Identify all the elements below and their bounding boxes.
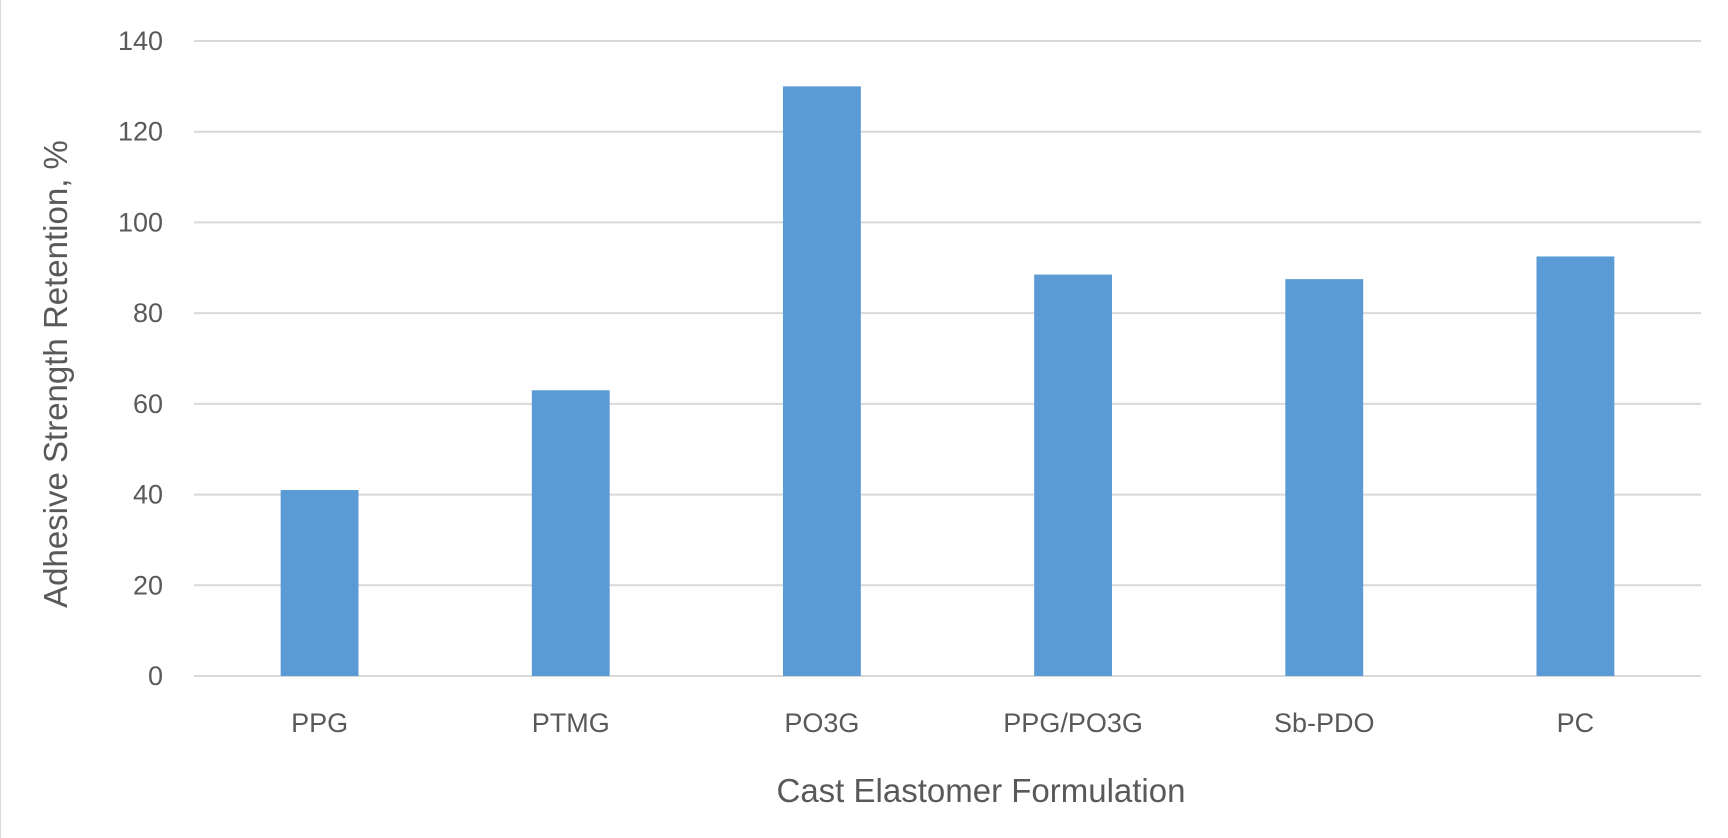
y-tick-label: 80 <box>133 298 163 328</box>
x-category-label: PPG/PO3G <box>1003 708 1143 738</box>
gridlines <box>194 40 1701 677</box>
y-tick-label: 20 <box>133 570 163 600</box>
x-axis-title: Cast Elastomer Formulation <box>777 772 1186 809</box>
bars <box>280 86 1615 677</box>
bar-sb-pdo <box>1285 279 1364 676</box>
y-axis-title: Adhesive Strength Retention, % <box>37 140 74 608</box>
y-tick-label: 60 <box>133 389 163 419</box>
y-tick-label: 40 <box>133 480 163 510</box>
bar-pc <box>1536 256 1615 676</box>
x-category-label: PC <box>1557 708 1595 738</box>
y-tick-label: 100 <box>118 207 163 237</box>
bar-ptmg <box>531 390 610 676</box>
bar-ppg-po3g <box>1034 274 1113 676</box>
y-tick-label: 120 <box>118 117 163 147</box>
y-tick-labels: 0 20 40 60 80 100 120 140 <box>118 26 163 691</box>
x-category-label: PTMG <box>532 708 610 738</box>
bar-po3g <box>782 86 861 677</box>
x-category-label: PO3G <box>784 708 859 738</box>
y-tick-label: 140 <box>118 26 163 56</box>
x-category-label: PPG <box>291 708 348 738</box>
x-category-label: Sb-PDO <box>1274 708 1375 738</box>
y-tick-label: 0 <box>148 661 163 691</box>
x-category-labels: PPG PTMG PO3G PPG/PO3G Sb-PDO PC <box>291 708 1594 738</box>
bar-ppg <box>280 490 359 676</box>
